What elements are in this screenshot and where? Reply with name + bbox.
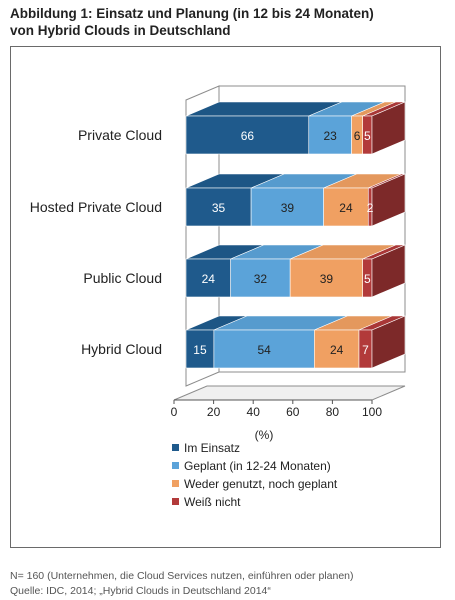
chart-title-line-2: von Hybrid Clouds in Deutschland	[10, 23, 231, 38]
x-tick-label-100: 100	[362, 405, 382, 419]
legend-swatch-weder-genutzt-noch-geplant	[172, 480, 179, 487]
chart-frame	[10, 46, 441, 548]
value-label-private-cloud-weder-genutzt-noch-geplant: 6	[354, 129, 361, 143]
legend-label-im-einsatz: Im Einsatz	[184, 441, 240, 455]
x-tick-label-20: 20	[207, 405, 221, 419]
value-label-hybrid-cloud-weder-genutzt-noch-geplant: 24	[330, 343, 344, 357]
bar-hosted-private-cloud-weder-genutzt-noch-geplant	[323, 187, 369, 227]
value-label-hosted-private-cloud-im-einsatz: 35	[212, 201, 226, 215]
value-label-hosted-private-cloud-weiss-nicht: 2	[367, 201, 374, 215]
category-label-public-cloud: Public Cloud	[83, 270, 162, 286]
category-label-private-cloud: Private Cloud	[78, 127, 162, 143]
chart-title-line-1: Abbildung 1: Einsatz und Planung (in 12 …	[10, 6, 374, 21]
x-tick-label-40: 40	[247, 405, 261, 419]
bar-public-cloud-weiss-nicht-side	[371, 244, 406, 298]
category-label-hosted-private-cloud: Hosted Private Cloud	[30, 199, 162, 215]
value-label-public-cloud-geplant-in-12-24-monaten: 32	[254, 272, 268, 286]
value-label-hybrid-cloud-im-einsatz: 15	[193, 343, 207, 357]
legend-swatch-im-einsatz	[172, 444, 179, 451]
legend-swatch-geplant-in-12-24-monaten	[172, 462, 179, 469]
bar-hosted-private-cloud-geplant-in-12-24-monaten	[250, 187, 324, 227]
bar-public-cloud-im-einsatz	[185, 258, 231, 298]
value-label-private-cloud-weiss-nicht: 5	[364, 129, 371, 143]
x-tick-label-0: 0	[171, 405, 178, 419]
bar-hybrid-cloud-im-einsatz	[185, 329, 215, 369]
source-note: Quelle: IDC, 2014; „Hybrid Clouds in Deu…	[10, 585, 271, 597]
bar-public-cloud-geplant-in-12-24-monaten	[230, 258, 291, 298]
value-label-public-cloud-weiss-nicht: 5	[364, 272, 371, 286]
bar-hybrid-cloud-weiss-nicht-side	[371, 315, 406, 369]
bar-private-cloud-geplant-in-12-24-monaten	[308, 115, 352, 155]
x-tick-label-80: 80	[326, 405, 340, 419]
value-label-private-cloud-geplant-in-12-24-monaten: 23	[323, 129, 337, 143]
sample-size-note: N= 160 (Unternehmen, die Cloud Services …	[10, 570, 354, 582]
x-axis-label: (%)	[255, 428, 274, 442]
legend-swatch-weiss-nicht	[172, 498, 179, 505]
legend-label-weiss-nicht: Weiß nicht	[184, 495, 241, 509]
value-label-hosted-private-cloud-geplant-in-12-24-monaten: 39	[281, 201, 295, 215]
value-label-private-cloud-im-einsatz: 66	[241, 129, 255, 143]
plot-floor	[173, 385, 406, 401]
value-label-public-cloud-weder-genutzt-noch-geplant: 39	[320, 272, 334, 286]
legend-label-geplant-in-12-24-monaten: Geplant (in 12-24 Monaten)	[184, 459, 331, 473]
bar-hosted-private-cloud-weiss-nicht-side	[371, 173, 406, 227]
legend-label-weder-genutzt-noch-geplant: Weder genutzt, noch geplant	[184, 477, 338, 491]
chart-title: Abbildung 1: Einsatz und Planung (in 12 …	[10, 5, 450, 39]
value-label-hosted-private-cloud-weder-genutzt-noch-geplant: 24	[339, 201, 353, 215]
value-label-hybrid-cloud-geplant-in-12-24-monaten: 54	[257, 343, 271, 357]
bar-private-cloud-weiss-nicht-side	[371, 101, 406, 155]
value-label-hybrid-cloud-weiss-nicht: 7	[362, 343, 369, 357]
category-label-hybrid-cloud: Hybrid Cloud	[81, 341, 162, 357]
bar-hybrid-cloud-weder-genutzt-noch-geplant	[314, 329, 360, 369]
bar-hybrid-cloud-geplant-in-12-24-monaten	[213, 329, 315, 369]
value-label-public-cloud-im-einsatz: 24	[202, 272, 216, 286]
bar-public-cloud-weder-genutzt-noch-geplant	[289, 258, 364, 298]
x-tick-label-60: 60	[286, 405, 300, 419]
bar-private-cloud-im-einsatz	[185, 115, 310, 155]
chart-footer: N= 160 (Unternehmen, die Cloud Services …	[10, 569, 450, 599]
